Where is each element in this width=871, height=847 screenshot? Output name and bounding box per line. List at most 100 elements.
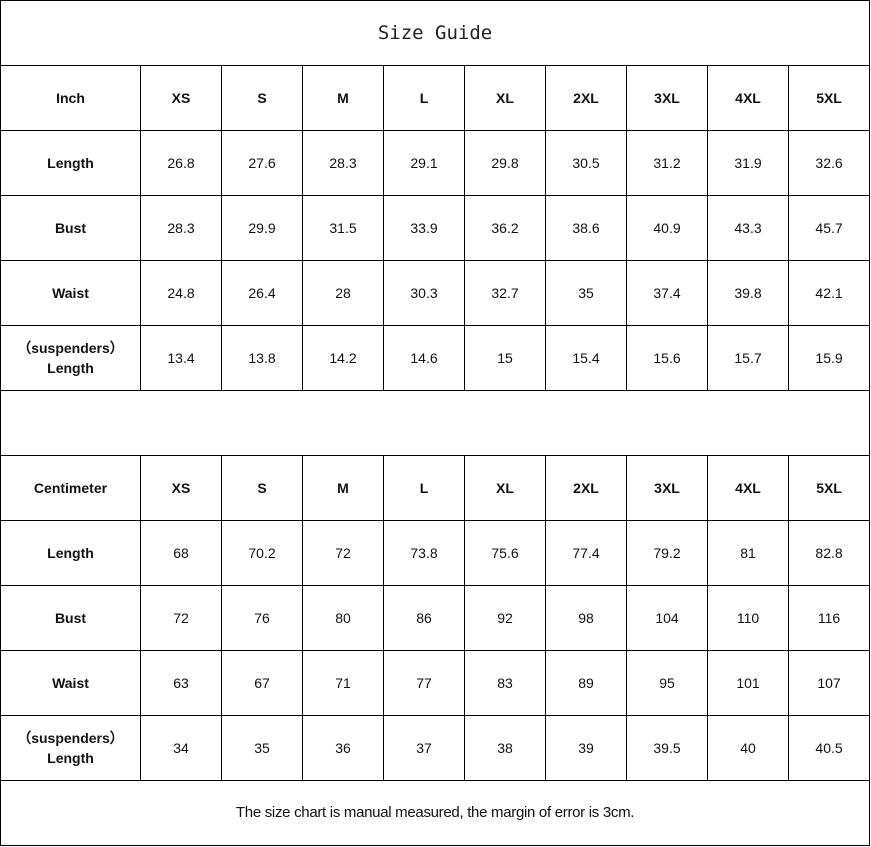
value-cell: 33.9 — [383, 195, 465, 261]
value-cell: 35 — [221, 715, 303, 781]
size-header: 4XL — [707, 65, 789, 131]
value-cell: 77.4 — [545, 520, 627, 586]
value-cell: 31.5 — [302, 195, 384, 261]
size-header: 5XL — [787, 455, 871, 521]
value-cell: 30.5 — [545, 130, 627, 196]
value-cell: 79.2 — [626, 520, 708, 586]
size-header: 2XL — [545, 455, 627, 521]
row-label: Bust — [0, 195, 141, 261]
value-cell: 13.8 — [221, 325, 303, 391]
value-cell: 70.2 — [221, 520, 303, 586]
value-cell: 38 — [464, 715, 546, 781]
value-cell: 116 — [787, 585, 871, 651]
row-label: Length — [0, 520, 141, 586]
value-cell: 28 — [302, 260, 384, 326]
value-cell: 107 — [787, 650, 871, 716]
value-cell: 81 — [707, 520, 789, 586]
header-row: Centimeter XS S M L XL 2XL 3XL 4XL 5XL — [0, 455, 871, 521]
row-label: （suspenders） Length — [0, 325, 141, 391]
value-cell: 30.3 — [383, 260, 465, 326]
value-cell: 35 — [545, 260, 627, 326]
value-cell: 37.4 — [626, 260, 708, 326]
value-cell: 104 — [626, 585, 708, 651]
size-header: 3XL — [626, 65, 708, 131]
unit-header: Centimeter — [0, 455, 141, 521]
value-cell: 89 — [545, 650, 627, 716]
row-label-line: Length — [47, 360, 94, 376]
value-cell: 110 — [707, 585, 789, 651]
row-label: （suspenders） Length — [0, 715, 141, 781]
value-cell: 14.2 — [302, 325, 384, 391]
spacer-row — [0, 390, 871, 456]
value-cell: 101 — [707, 650, 789, 716]
value-cell: 75.6 — [464, 520, 546, 586]
value-cell: 34 — [140, 715, 222, 781]
value-cell: 15.6 — [626, 325, 708, 391]
value-cell: 29.9 — [221, 195, 303, 261]
size-header: XS — [140, 65, 222, 131]
value-cell: 28.3 — [140, 195, 222, 261]
table-row: Bust 72 76 80 86 92 98 104 110 116 — [0, 585, 871, 651]
value-cell: 26.4 — [221, 260, 303, 326]
size-header: S — [221, 65, 303, 131]
value-cell: 40 — [707, 715, 789, 781]
value-cell: 31.9 — [707, 130, 789, 196]
size-header: M — [302, 455, 384, 521]
row-label: Waist — [0, 260, 141, 326]
value-cell: 39 — [545, 715, 627, 781]
value-cell: 15.4 — [545, 325, 627, 391]
value-cell: 83 — [464, 650, 546, 716]
value-cell: 45.7 — [787, 195, 871, 261]
size-header: 5XL — [787, 65, 871, 131]
value-cell: 43.3 — [707, 195, 789, 261]
value-cell: 77 — [383, 650, 465, 716]
title-row: Size Guide — [0, 0, 871, 66]
row-label: Bust — [0, 585, 141, 651]
value-cell: 76 — [221, 585, 303, 651]
spacer-cell — [0, 390, 871, 456]
value-cell: 26.8 — [140, 130, 222, 196]
size-header: L — [383, 455, 465, 521]
value-cell: 24.8 — [140, 260, 222, 326]
value-cell: 95 — [626, 650, 708, 716]
value-cell: 82.8 — [787, 520, 871, 586]
value-cell: 32.7 — [464, 260, 546, 326]
value-cell: 39.8 — [707, 260, 789, 326]
value-cell: 15.9 — [787, 325, 871, 391]
value-cell: 14.6 — [383, 325, 465, 391]
size-header: 4XL — [707, 455, 789, 521]
value-cell: 68 — [140, 520, 222, 586]
table-row: Waist 24.8 26.4 28 30.3 32.7 35 37.4 39.8 42.1 — [0, 260, 871, 326]
row-label-line: （suspenders） — [17, 730, 124, 746]
value-cell: 71 — [302, 650, 384, 716]
value-cell: 13.4 — [140, 325, 222, 391]
size-header: 3XL — [626, 455, 708, 521]
value-cell: 73.8 — [383, 520, 465, 586]
note-row: The size chart is manual measured, the m… — [0, 780, 871, 846]
row-label-line: （suspenders） — [17, 340, 124, 356]
value-cell: 80 — [302, 585, 384, 651]
size-header: L — [383, 65, 465, 131]
value-cell: 67 — [221, 650, 303, 716]
table-row: （suspenders） Length 13.4 13.8 14.2 14.6 15 15.4… — [0, 325, 871, 391]
value-cell: 63 — [140, 650, 222, 716]
table-row: Length 26.8 27.6 28.3 29.1 29.8 30.5 31.2 31.9 32… — [0, 130, 871, 196]
value-cell: 37 — [383, 715, 465, 781]
value-cell: 15 — [464, 325, 546, 391]
size-header: 2XL — [545, 65, 627, 131]
table-row: （suspenders） Length 34 35 36 37 38 39 39.5 40 40.5 — [0, 715, 871, 781]
value-cell: 86 — [383, 585, 465, 651]
value-cell: 72 — [140, 585, 222, 651]
value-cell: 39.5 — [626, 715, 708, 781]
table-row: Length 68 70.2 72 73.8 75.6 77.4 79.2 81 82.8 — [0, 520, 871, 586]
row-label: Length — [0, 130, 141, 196]
size-header: S — [221, 455, 303, 521]
value-cell: 36.2 — [464, 195, 546, 261]
value-cell: 42.1 — [787, 260, 871, 326]
value-cell: 36 — [302, 715, 384, 781]
value-cell: 27.6 — [221, 130, 303, 196]
size-header: XS — [140, 455, 222, 521]
value-cell: 29.1 — [383, 130, 465, 196]
size-header: XL — [464, 65, 546, 131]
